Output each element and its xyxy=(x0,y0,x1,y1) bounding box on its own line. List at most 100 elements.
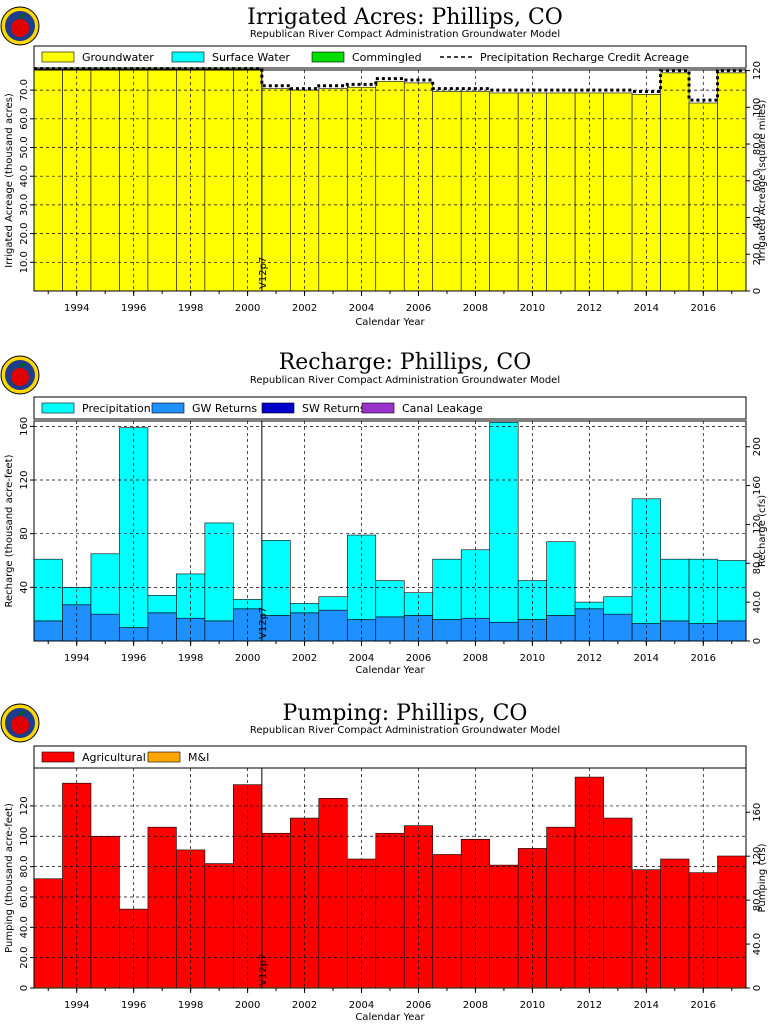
apple-icon xyxy=(11,716,29,734)
series-line-precip-credit xyxy=(34,67,746,102)
y2-tick-label: 80.0 xyxy=(752,552,763,574)
y2-tick-label: 20.0 xyxy=(752,243,763,265)
bar-precipitation xyxy=(204,522,234,622)
y2-tick-label: 80.0 xyxy=(752,133,763,155)
x-tick-label: 2010 xyxy=(520,1000,545,1011)
bar-groundwater xyxy=(346,86,377,292)
x-tick-label: 2000 xyxy=(235,653,260,664)
y-axis-title: Irrigated Acreage (thousand acres) xyxy=(4,93,15,268)
rrca-logo-1 xyxy=(0,355,40,395)
x-tick-label: 2002 xyxy=(292,303,317,314)
y-axis-title: Pumping (thousand acre-feet) xyxy=(4,803,15,953)
bar-groundwater xyxy=(603,92,633,292)
x-tick-label: 2002 xyxy=(292,653,317,664)
bar-precipitation xyxy=(717,560,747,622)
y2-tick-label: 40.0 xyxy=(752,206,763,228)
bar-precipitation xyxy=(261,540,291,616)
x-tick-label: 2008 xyxy=(463,653,488,664)
x-tick-label: 1996 xyxy=(121,653,146,664)
y-tick-label: 20.0 xyxy=(19,947,30,969)
x-tick-label: 2008 xyxy=(463,303,488,314)
legend-swatch xyxy=(361,402,395,414)
bar-agricultural xyxy=(147,826,177,989)
legend-label: SW Returns xyxy=(302,402,366,415)
y-axis-title: Recharge (thousand acre-feet) xyxy=(4,454,15,607)
y-tick-label: 50.0 xyxy=(19,136,30,158)
bar-gw-returns xyxy=(33,620,63,642)
y-tick-label: 10.0 xyxy=(19,251,30,273)
y-tick-label: 40.0 xyxy=(19,165,30,187)
leaf-icon xyxy=(19,14,26,20)
x-tick-label: 2012 xyxy=(577,303,602,314)
bar-groundwater xyxy=(204,68,234,292)
x-tick-label: 2002 xyxy=(292,1000,317,1011)
x-tick-label: 2006 xyxy=(406,1000,431,1011)
chart-subtitle: Republican River Compact Administration … xyxy=(250,29,560,40)
rrca-logo-2 xyxy=(0,703,40,743)
bar-groundwater xyxy=(717,72,747,292)
bars-group xyxy=(33,422,747,642)
x-tick-label: 2004 xyxy=(349,1000,374,1011)
y2-tick-label: 0 xyxy=(752,985,763,991)
version-annotation: V12p7 xyxy=(258,954,269,986)
x-tick-label: 1998 xyxy=(178,1000,203,1011)
bar-agricultural xyxy=(375,832,405,989)
legend-swatch xyxy=(41,51,75,63)
bar-agricultural xyxy=(90,835,120,989)
bar-agricultural xyxy=(204,863,234,989)
legend-label: Groundwater xyxy=(82,51,154,64)
y2-tick-label: 120 xyxy=(752,61,763,80)
legend-swatch xyxy=(41,402,75,414)
x-tick-label: 2014 xyxy=(634,1000,659,1011)
chart-title: Recharge: Phillips, CO xyxy=(279,350,532,375)
y-tick-label: 60.0 xyxy=(19,108,30,130)
legend-label: Commingled xyxy=(352,51,422,64)
bar-groundwater xyxy=(33,68,63,292)
bar-precipitation xyxy=(90,553,120,615)
x-tick-label: 2010 xyxy=(520,653,545,664)
x-axis-title: Calendar Year xyxy=(355,665,425,676)
y2-axis-title: Irrigated Acreage (square miles) xyxy=(757,100,768,262)
bar-precipitation xyxy=(375,580,405,618)
bar-gw-returns xyxy=(204,620,234,642)
y-tick-label: 70.0 xyxy=(19,79,30,101)
x-tick-label: 1996 xyxy=(121,303,146,314)
y2-tick-label: 160 xyxy=(752,803,763,822)
gridlines xyxy=(34,421,746,641)
x-axis-title: Calendar Year xyxy=(355,1012,425,1023)
bars-group xyxy=(33,67,747,292)
x-tick-label: 2008 xyxy=(463,1000,488,1011)
legend-swatch xyxy=(147,751,181,763)
y-tick-label: 160 xyxy=(19,417,30,436)
chart-subtitle: Republican River Compact Administration … xyxy=(250,725,560,736)
y-tick-label: 100 xyxy=(19,827,30,846)
x-tick-label: 2004 xyxy=(349,653,374,664)
bar-precipitation xyxy=(546,541,576,616)
legend-swatch xyxy=(41,751,75,763)
bar-agricultural xyxy=(717,855,747,989)
x-tick-label: 2012 xyxy=(577,1000,602,1011)
bar-groundwater xyxy=(660,72,690,292)
y2-tick-label: 60.0 xyxy=(752,170,763,192)
bar-agricultural xyxy=(631,869,661,989)
y2-tick-label: 40.0 xyxy=(752,933,763,955)
y2-tick-label: 80.0 xyxy=(752,889,763,911)
x-tick-label: 2006 xyxy=(406,653,431,664)
legend-label: Surface Water xyxy=(212,51,290,64)
bar-agricultural xyxy=(432,854,462,989)
y-tick-label: 0 xyxy=(19,985,30,991)
bar-gw-returns xyxy=(432,619,462,642)
bar-agricultural xyxy=(489,864,519,989)
y2-tick-label: 40.0 xyxy=(752,591,763,613)
x-tick-label: 2012 xyxy=(577,653,602,664)
x-tick-label: 2010 xyxy=(520,303,545,314)
bar-agricultural xyxy=(318,798,348,989)
x-tick-label: 1994 xyxy=(64,653,89,664)
y-tick-label: 80 xyxy=(19,527,30,540)
x-tick-label: 2000 xyxy=(235,303,260,314)
gridlines xyxy=(34,768,746,988)
x-tick-label: 2006 xyxy=(406,303,431,314)
apple-icon xyxy=(11,368,29,386)
bar-precipitation xyxy=(660,558,690,622)
